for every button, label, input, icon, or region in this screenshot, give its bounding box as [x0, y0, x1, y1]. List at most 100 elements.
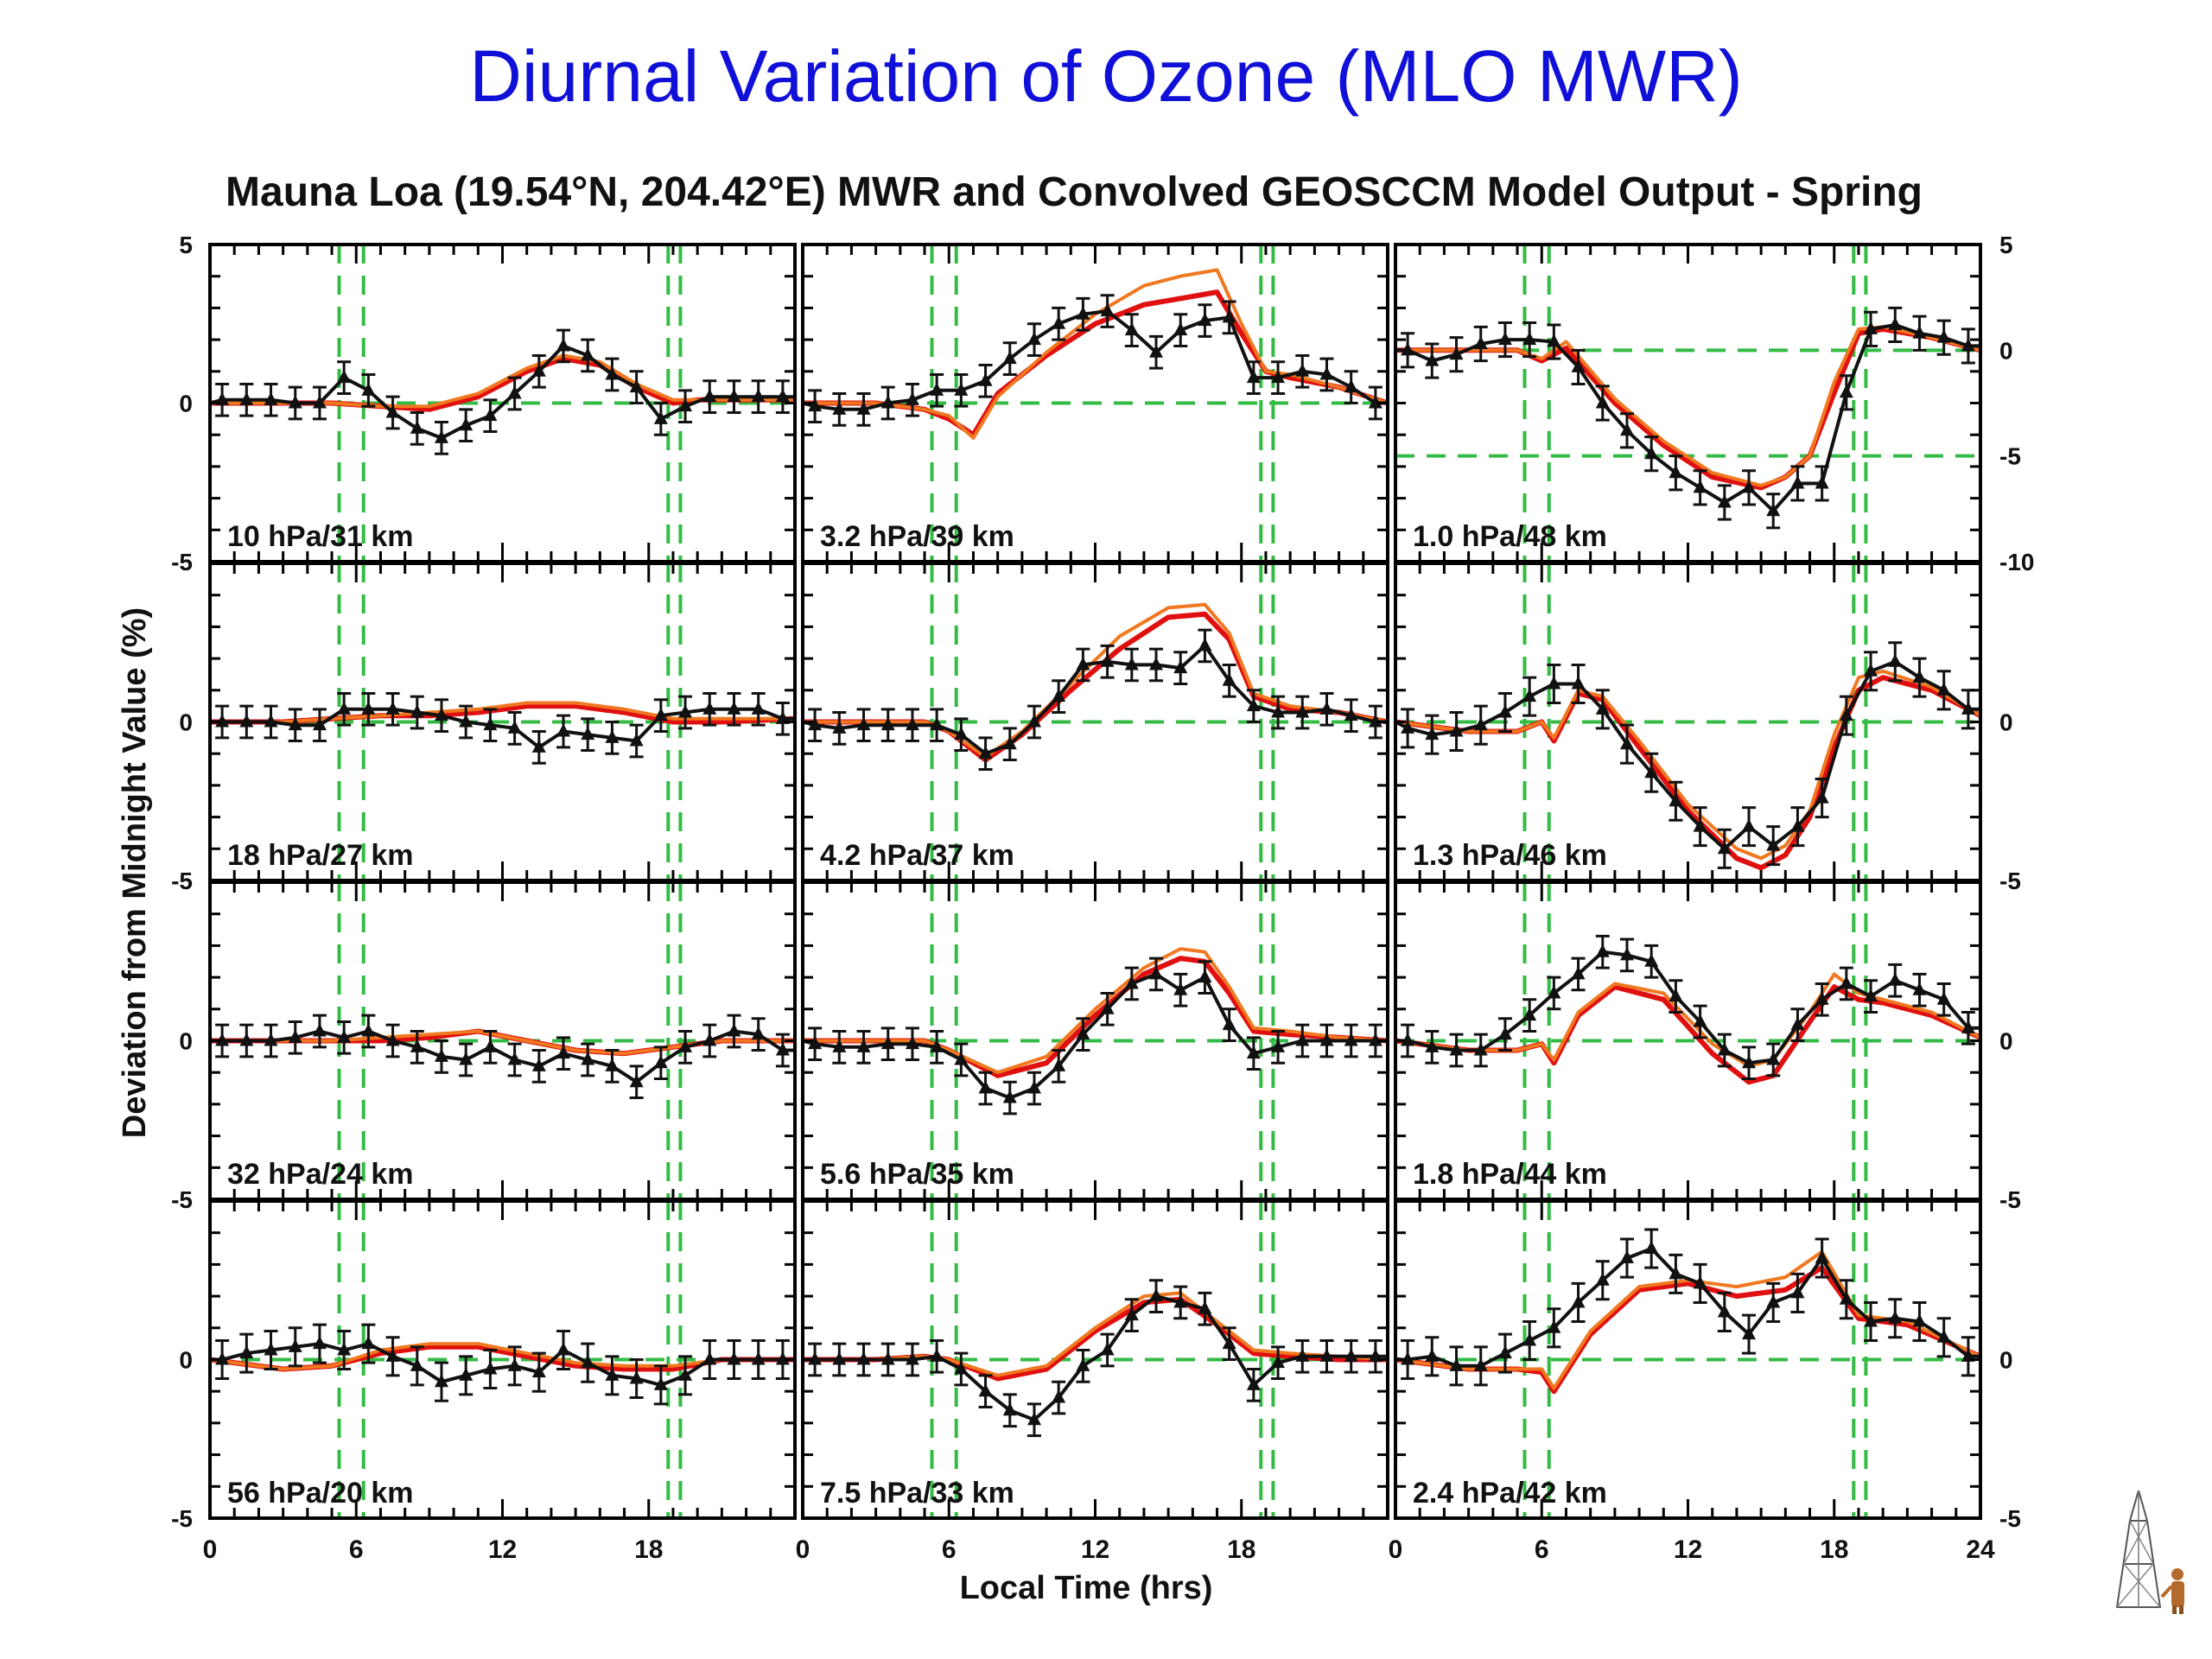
model-red-line: [803, 611, 1388, 763]
observed-point: [954, 1052, 969, 1065]
observed-point: [832, 1039, 847, 1052]
plot-area: [1395, 934, 1980, 1085]
panel-frame: [1394, 243, 1982, 563]
observed-point: [1839, 1291, 1853, 1305]
observed-point: [1173, 322, 1188, 336]
observed-point: [1669, 465, 1683, 479]
observed-point: [605, 1058, 620, 1071]
observed-point: [1961, 701, 1975, 715]
observed-point: [1790, 1017, 1805, 1031]
observed-point: [337, 370, 352, 384]
observed-point: [1344, 379, 1358, 393]
plot-area: [210, 691, 795, 765]
observed-point: [434, 708, 448, 721]
observed-point: [1449, 723, 1464, 737]
observed-point: [653, 708, 668, 721]
observed-point: [954, 382, 969, 396]
observed-point: [880, 395, 895, 409]
observed-point: [288, 717, 302, 731]
observed-point: [1425, 1348, 1440, 1362]
observed-point: [483, 717, 498, 731]
y-tick-label: 0: [179, 1347, 193, 1374]
observed-point: [1936, 991, 1951, 1005]
observed-point: [1401, 342, 1415, 356]
observed-point: [727, 701, 741, 715]
observed-point: [1547, 676, 1561, 690]
observed-point: [1522, 689, 1537, 702]
y-tick-label-right: -5: [1999, 443, 2021, 470]
observed-point: [1693, 480, 1707, 493]
observed-point: [1319, 701, 1334, 715]
observed-point: [1295, 1348, 1310, 1362]
observed-point: [1815, 991, 1829, 1005]
observed-point: [880, 717, 895, 731]
observed-point: [1669, 793, 1683, 807]
observed-point: [1742, 818, 1757, 832]
x-tick-label: 18: [1820, 1535, 1848, 1564]
observed-point: [808, 1036, 823, 1050]
panel: 5 0 -5 -10 1.0 hPa/48 km: [1394, 232, 2034, 575]
observed-point: [434, 429, 448, 443]
observed-point: [1936, 329, 1951, 343]
model-red-line: [1395, 1265, 1980, 1395]
panel: 0 -5 1.8 hPa/44 km: [1394, 880, 2021, 1213]
panel-label: 56 hPa/20 km: [227, 1477, 413, 1510]
plot-area: [803, 947, 1388, 1116]
observed-point: [410, 704, 424, 718]
y-tick-label-right: -5: [1999, 1505, 2021, 1532]
observed-point: [978, 1383, 993, 1397]
observed-point: [1717, 841, 1732, 855]
observed-point: [1547, 334, 1561, 347]
observed-point: [1052, 689, 1066, 702]
observed-point: [337, 701, 352, 715]
observed-point: [531, 363, 546, 377]
observed-point: [1644, 446, 1659, 460]
y-tick-label: 0: [179, 391, 193, 417]
observed-point: [605, 1367, 620, 1381]
observed-point: [410, 1357, 424, 1371]
observed-point: [1571, 676, 1586, 690]
observed-point: [856, 401, 871, 415]
observed-point: [1076, 657, 1090, 671]
observed-point: [1522, 1332, 1537, 1346]
observed-point: [1912, 325, 1927, 339]
observed-point: [1766, 503, 1781, 517]
observed-point: [751, 389, 766, 403]
observed-point: [1124, 1307, 1139, 1321]
observed-line: [1395, 659, 1980, 852]
observed-point: [1717, 1304, 1732, 1318]
observed-point: [605, 366, 620, 380]
y-tick-label: -5: [171, 868, 193, 894]
observed-point: [702, 389, 717, 403]
observed-point: [556, 1046, 571, 1059]
observed-point: [1473, 1042, 1488, 1056]
observed-point: [1693, 818, 1707, 832]
observed-point: [653, 1376, 668, 1390]
observed-point: [1766, 1052, 1781, 1065]
observed-point: [312, 1336, 327, 1350]
observed-point: [361, 382, 376, 396]
observed-point: [930, 382, 944, 396]
observed-point: [1100, 1001, 1115, 1014]
y-tick-label-right: 0: [1999, 1028, 2013, 1055]
observed-point: [1173, 660, 1188, 674]
model-orange-line: [210, 1029, 795, 1056]
observed-point: [832, 1351, 847, 1365]
observed-point: [1198, 313, 1212, 327]
observed-point: [215, 1033, 230, 1046]
observed-point: [1052, 1389, 1066, 1403]
observed-point: [288, 1338, 302, 1352]
panel-label: 1.8 hPa/44 km: [1413, 1158, 1607, 1191]
x-tick-label: 18: [634, 1535, 663, 1564]
observed-point: [239, 714, 254, 728]
panel-label: 1.3 hPa/46 km: [1413, 839, 1607, 872]
observed-point: [1198, 969, 1212, 983]
observed-point: [483, 1039, 498, 1052]
observed-point: [1790, 818, 1805, 832]
y-tick-label: 0: [179, 1028, 193, 1055]
observed-point: [1198, 1300, 1212, 1314]
observed-point: [239, 1033, 254, 1046]
observed-point: [1839, 976, 1853, 989]
observed-point: [1619, 736, 1634, 750]
observed-point: [1912, 1313, 1927, 1327]
